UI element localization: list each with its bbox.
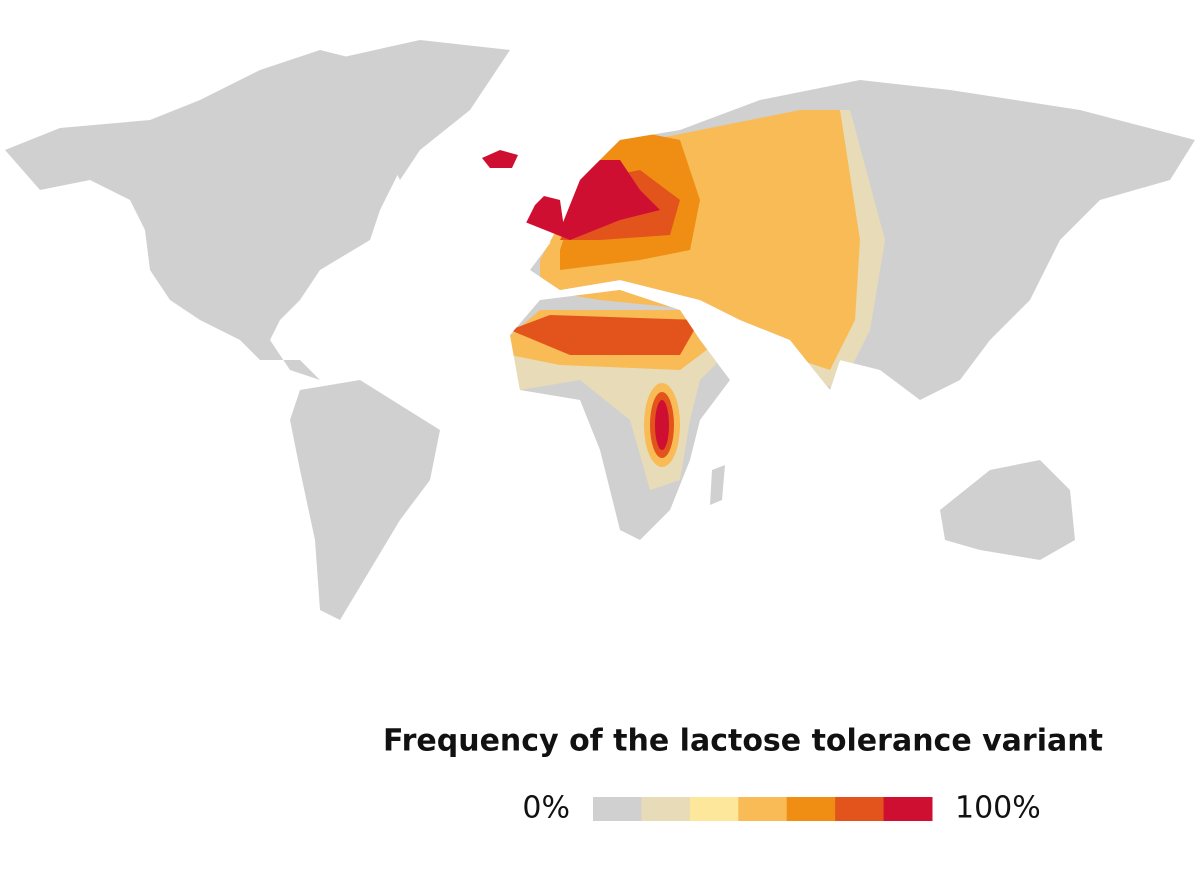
frequency-regions (510, 110, 885, 490)
south-america (290, 380, 440, 620)
north-america (5, 50, 400, 380)
iceland (482, 150, 518, 168)
legend-swatch (883, 797, 933, 821)
legend-swatch (593, 797, 642, 821)
region (655, 400, 669, 450)
greenland (330, 40, 510, 180)
legend-swatch (641, 797, 691, 821)
australia (940, 460, 1075, 560)
legend-max-label: 100% (955, 791, 1041, 826)
legend-title: Frequency of the lactose tolerance varia… (383, 724, 1103, 759)
legend-min-label: 0% (522, 791, 570, 826)
legend-swatch (689, 797, 739, 821)
madagascar (710, 465, 725, 505)
legend-swatch (786, 797, 836, 821)
region (510, 315, 700, 355)
legend-swatch (738, 797, 788, 821)
legend-swatch (835, 797, 885, 821)
region (520, 160, 660, 240)
